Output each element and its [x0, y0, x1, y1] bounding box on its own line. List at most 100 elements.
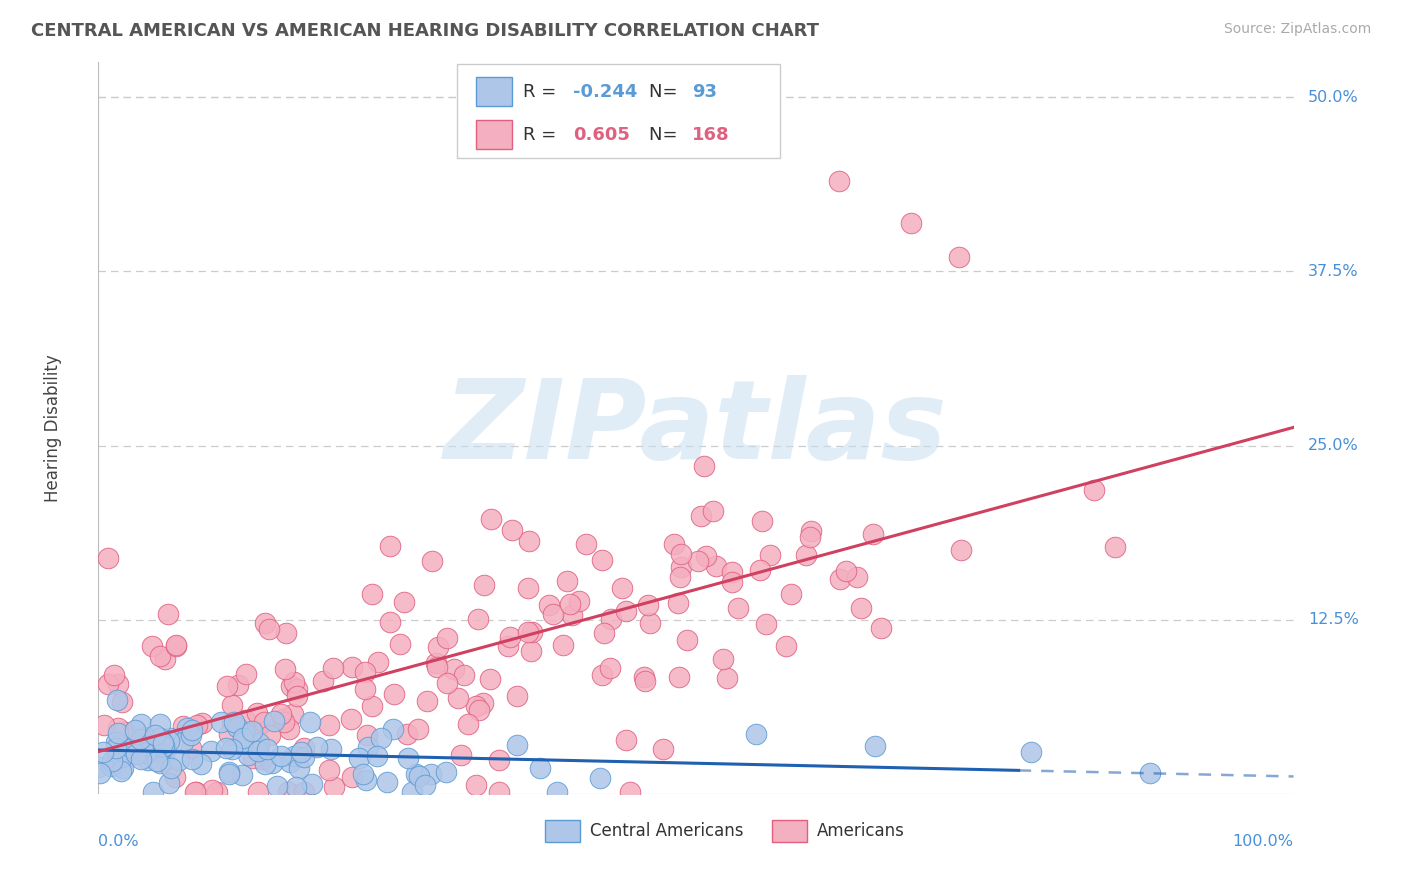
Point — [948, 251, 970, 265]
Point — [221, 698, 243, 713]
Point — [277, 723, 299, 737]
Point — [215, 740, 238, 755]
FancyBboxPatch shape — [477, 120, 512, 150]
Point — [347, 751, 370, 765]
Point — [322, 661, 344, 675]
Point — [105, 740, 128, 755]
Text: CENTRAL AMERICAN VS AMERICAN HEARING DISABILITY CORRELATION CHART: CENTRAL AMERICAN VS AMERICAN HEARING DIS… — [31, 22, 818, 40]
Point — [538, 598, 561, 612]
Point — [143, 728, 166, 742]
Point — [800, 524, 823, 539]
Point — [318, 718, 340, 732]
Point — [748, 563, 770, 577]
Point — [406, 722, 429, 736]
Point — [290, 745, 312, 759]
Point — [121, 741, 143, 756]
Point — [426, 660, 449, 674]
Point — [592, 625, 614, 640]
Text: Americans: Americans — [817, 822, 904, 840]
Point — [200, 744, 222, 758]
Point — [218, 764, 240, 779]
Text: 168: 168 — [692, 126, 730, 144]
Point — [869, 621, 891, 635]
Point — [253, 714, 276, 729]
Point — [91, 745, 114, 759]
Point — [392, 595, 415, 609]
Point — [190, 757, 212, 772]
Point — [669, 547, 692, 561]
Point — [246, 706, 269, 720]
Point — [200, 783, 222, 797]
Point — [246, 785, 269, 799]
Point — [340, 712, 363, 726]
Point — [191, 715, 214, 730]
Point — [668, 570, 690, 584]
Point — [247, 718, 270, 732]
Text: R =: R = — [523, 83, 561, 101]
Point — [427, 640, 450, 655]
Point — [519, 644, 541, 658]
Point — [149, 756, 172, 770]
Point — [184, 785, 207, 799]
Point — [498, 639, 520, 653]
Point — [167, 753, 190, 767]
Point — [307, 739, 329, 754]
Point — [352, 767, 374, 781]
Point — [828, 174, 851, 188]
Point — [103, 757, 125, 772]
Point — [450, 747, 472, 762]
Point — [704, 559, 727, 574]
Point — [488, 785, 510, 799]
Point — [292, 785, 315, 799]
Point — [1104, 540, 1126, 554]
Point — [516, 581, 538, 595]
Point — [560, 597, 582, 611]
Point — [253, 616, 276, 631]
Point — [378, 539, 401, 553]
Point — [233, 713, 256, 727]
Point — [136, 753, 159, 767]
Point — [1139, 766, 1161, 780]
Point — [467, 611, 489, 625]
Point — [662, 537, 685, 551]
Point — [96, 677, 118, 691]
Point — [180, 752, 202, 766]
Point — [367, 655, 389, 669]
Text: 50.0%: 50.0% — [1308, 90, 1358, 104]
Point — [851, 601, 873, 615]
Point — [163, 771, 186, 785]
Point — [668, 670, 690, 684]
Point — [354, 682, 377, 697]
Point — [152, 735, 174, 749]
Point — [395, 727, 418, 741]
FancyBboxPatch shape — [546, 821, 581, 842]
Point — [354, 773, 377, 788]
Point — [100, 759, 122, 773]
Point — [799, 530, 821, 544]
Point — [614, 733, 637, 747]
Point — [280, 679, 302, 693]
Text: 12.5%: 12.5% — [1308, 612, 1358, 627]
Point — [516, 625, 538, 640]
Text: Central Americans: Central Americans — [589, 822, 744, 840]
Point — [135, 746, 157, 760]
Point — [759, 548, 782, 562]
Point — [236, 748, 259, 763]
Point — [271, 712, 294, 726]
Point — [165, 639, 187, 653]
Point — [529, 761, 551, 775]
Point — [599, 612, 621, 626]
Point — [277, 785, 299, 799]
Point — [111, 695, 134, 709]
Point — [165, 640, 187, 654]
Point — [209, 715, 232, 730]
Point — [93, 718, 115, 732]
Point — [671, 560, 693, 574]
Point — [727, 601, 749, 615]
Point — [561, 608, 583, 623]
Point — [149, 731, 172, 746]
Point — [361, 587, 384, 601]
Point — [146, 754, 169, 768]
Point — [221, 742, 243, 756]
Point — [555, 574, 578, 589]
